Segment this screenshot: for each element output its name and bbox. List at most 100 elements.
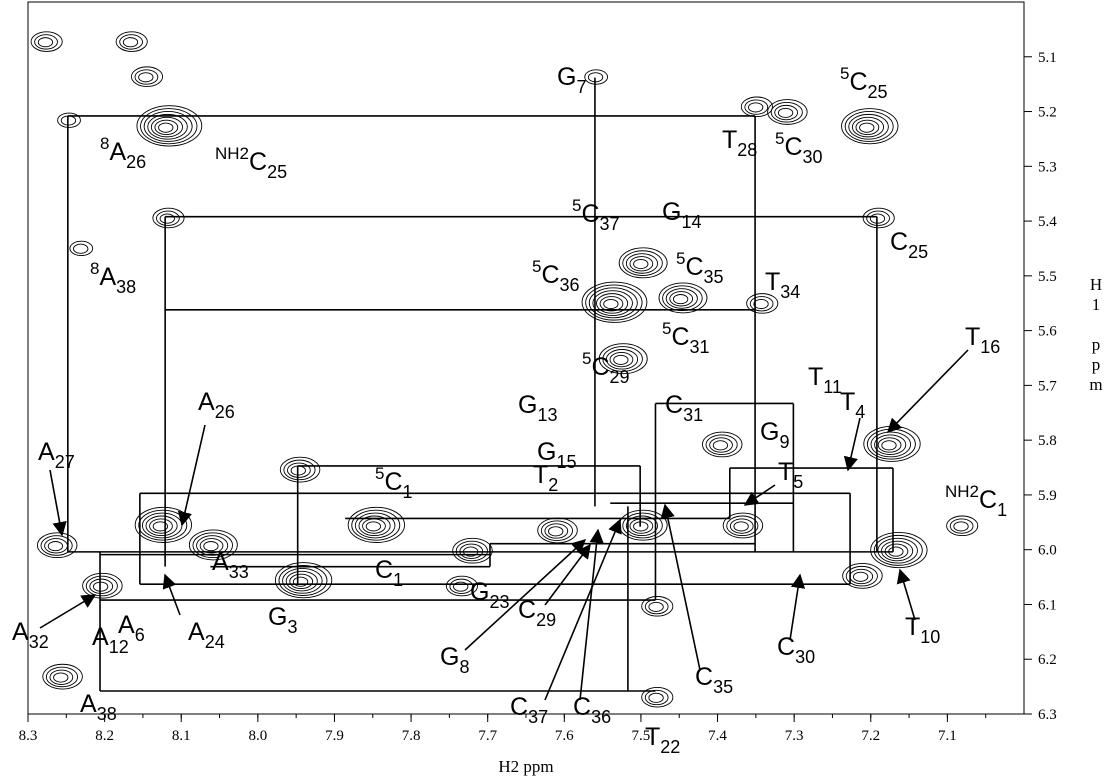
- peak-label: T28: [722, 126, 757, 160]
- peak-label: 5C36: [532, 257, 580, 295]
- arrow: [579, 528, 604, 701]
- arrow: [544, 543, 591, 606]
- contour: [596, 293, 629, 314]
- contour: [602, 346, 643, 372]
- y-tick-label: 5.2: [1038, 105, 1057, 121]
- peak-label: 5C30: [775, 129, 823, 167]
- peak-label: NH2C1: [945, 482, 1007, 520]
- cross-peak: [279, 456, 321, 483]
- label-main: A: [109, 138, 126, 166]
- contour: [669, 291, 694, 307]
- label-main: C: [777, 633, 795, 661]
- label-main: C: [249, 148, 267, 176]
- x-tick-label: 8.0: [248, 728, 267, 744]
- label-superscript: 5: [572, 196, 581, 215]
- arrow: [49, 469, 67, 537]
- peak-label: G14: [662, 198, 701, 232]
- label-main: A: [198, 388, 215, 416]
- contour: [544, 523, 569, 539]
- label-main: G: [760, 418, 779, 446]
- label-subscript: 36: [560, 275, 580, 295]
- x-tick-label: 8.1: [172, 728, 191, 744]
- peak-label: C36: [573, 693, 611, 727]
- label-superscript: 5: [582, 349, 591, 368]
- label-main: C: [695, 663, 713, 691]
- contour: [42, 663, 83, 690]
- cross-peak: [69, 240, 94, 257]
- contour: [152, 207, 185, 229]
- label-main: A: [99, 263, 116, 291]
- contour: [726, 515, 759, 537]
- contour: [753, 298, 769, 310]
- contour: [946, 515, 979, 537]
- x-axis-label: H2 ppm: [498, 757, 553, 776]
- contour: [712, 440, 729, 451]
- contour: [203, 541, 219, 552]
- label-superscript: 5: [375, 464, 384, 483]
- peak-label: 5C25: [840, 64, 888, 102]
- y-tick-label: 5.3: [1038, 159, 1057, 175]
- contour: [47, 541, 64, 552]
- label-main: T: [533, 461, 548, 489]
- peak-label: NH2C25: [215, 144, 287, 182]
- contour: [744, 99, 769, 115]
- arrow: [743, 484, 776, 506]
- contour: [625, 515, 659, 537]
- cross-peak: [581, 281, 648, 323]
- label-main: T: [722, 126, 737, 154]
- contour: [285, 570, 318, 592]
- contour: [592, 290, 633, 316]
- x-tick-label: 7.1: [938, 728, 957, 744]
- label-subscript: 36: [591, 707, 611, 727]
- label-main: A: [92, 623, 109, 651]
- contour: [705, 434, 738, 455]
- arrow: [843, 417, 861, 472]
- cross-peak: [347, 506, 406, 543]
- label-subscript: 25: [868, 82, 888, 102]
- cross-peak: [42, 663, 83, 690]
- label-main: A: [80, 690, 97, 718]
- label-subscript: 23: [489, 592, 509, 612]
- arrow: [39, 594, 97, 629]
- arrow: [660, 503, 701, 671]
- arrow: [789, 573, 806, 641]
- contour: [37, 37, 54, 48]
- peak-label: 5C31: [662, 319, 710, 357]
- label-subscript: 27: [55, 452, 75, 472]
- label-subscript: 35: [713, 677, 733, 697]
- label-superscript: 5: [775, 129, 784, 148]
- peak-label: C1: [375, 556, 403, 590]
- label-main: A: [38, 438, 55, 466]
- contour: [449, 578, 474, 594]
- x-tick-label: 7.8: [402, 728, 421, 744]
- contour: [633, 258, 649, 270]
- y-tick-label: 5.8: [1038, 433, 1057, 449]
- contour: [134, 506, 193, 543]
- label-main: C: [375, 556, 393, 584]
- cross-peak: [134, 506, 193, 543]
- contour: [877, 537, 918, 564]
- label-main: C: [784, 133, 802, 161]
- label-main: C: [581, 200, 599, 228]
- label-subscript: 38: [97, 704, 117, 724]
- label-main: A: [188, 618, 205, 646]
- contour: [140, 108, 198, 145]
- label-main: T: [840, 388, 855, 416]
- label-superscript: 8: [100, 134, 109, 153]
- contour: [740, 96, 773, 118]
- y-tick-label: 5.4: [1038, 214, 1057, 230]
- contour: [282, 567, 323, 594]
- contour: [845, 565, 878, 587]
- label-subscript: 38: [116, 277, 136, 297]
- label-main: G: [470, 578, 489, 606]
- label-subscript: 4: [855, 402, 865, 422]
- cross-peak: [115, 31, 148, 52]
- contour: [537, 517, 578, 544]
- contour: [648, 692, 664, 703]
- contour: [672, 294, 689, 305]
- x-tick-label: 7.9: [325, 728, 344, 744]
- y-tick-label: 5.7: [1038, 378, 1057, 394]
- x-tick-label: 7.4: [708, 728, 727, 744]
